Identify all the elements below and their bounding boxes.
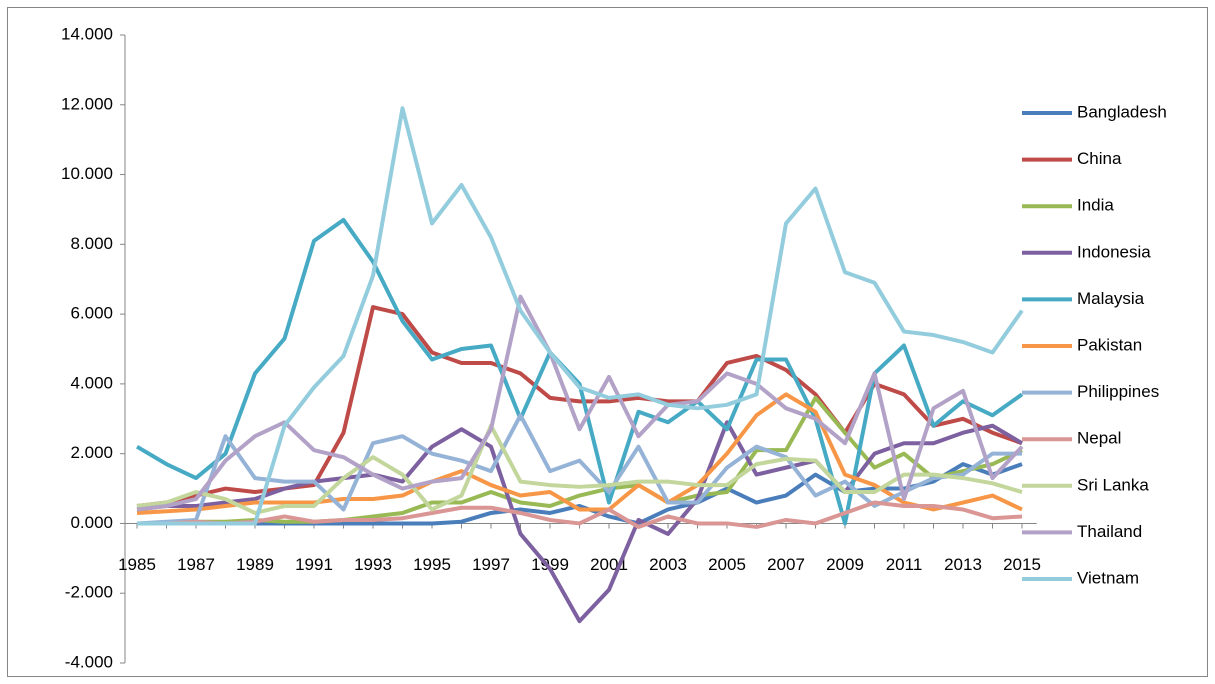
x-tick-label: 1991 (295, 555, 333, 574)
legend-label: Vietnam (1077, 568, 1139, 587)
legend-label: Bangladesh (1077, 102, 1167, 121)
series-line (136, 392, 1023, 515)
x-tick-label: 2013 (944, 555, 982, 574)
y-tick-label: -2.000 (65, 583, 113, 602)
y-tick-label: 2.000 (70, 443, 113, 462)
x-tick-label: 1989 (236, 555, 274, 574)
legend-label: Pakistan (1077, 335, 1142, 354)
x-tick-label: 2009 (826, 555, 864, 574)
legend-label: Indonesia (1077, 242, 1151, 261)
y-tick-label: 0.000 (70, 513, 113, 532)
y-tick-label: 8.000 (70, 234, 113, 253)
legend-label: Malaysia (1077, 289, 1145, 308)
x-tick-label: 1995 (413, 555, 451, 574)
series-line (137, 500, 1023, 529)
y-tick-label: 10.000 (61, 164, 113, 183)
x-tick-label: 1993 (354, 555, 392, 574)
legend-label: Philippines (1077, 382, 1159, 401)
x-tick-label: 1997 (472, 555, 510, 574)
y-tick-label: 4.000 (70, 373, 113, 392)
legend-label: Sri Lanka (1077, 475, 1149, 494)
legend-label: Nepal (1077, 429, 1121, 448)
legend-label: Thailand (1077, 522, 1142, 541)
x-tick-label: 2007 (767, 555, 805, 574)
legend-label: China (1077, 149, 1122, 168)
series-line (136, 420, 1024, 624)
x-tick-label: 2011 (886, 555, 923, 574)
x-tick-label: 2015 (1003, 555, 1041, 574)
y-tick-label: 6.000 (70, 304, 113, 323)
y-tick-label: 12.000 (61, 94, 113, 113)
y-tick-label: 14.000 (61, 24, 113, 43)
chart-frame (7, 7, 1208, 677)
y-tick-label: -4.000 (65, 652, 113, 671)
x-tick-label: 2003 (649, 555, 687, 574)
series-line (137, 106, 1024, 526)
x-tick-label: 2005 (708, 555, 746, 574)
x-tick-label: 1987 (177, 555, 215, 574)
series-line (136, 294, 1024, 512)
x-tick-label: 1985 (118, 555, 156, 574)
series-line (136, 423, 1023, 515)
series-line (136, 413, 1022, 526)
series-line (137, 395, 1023, 526)
legend-label: India (1077, 196, 1114, 215)
